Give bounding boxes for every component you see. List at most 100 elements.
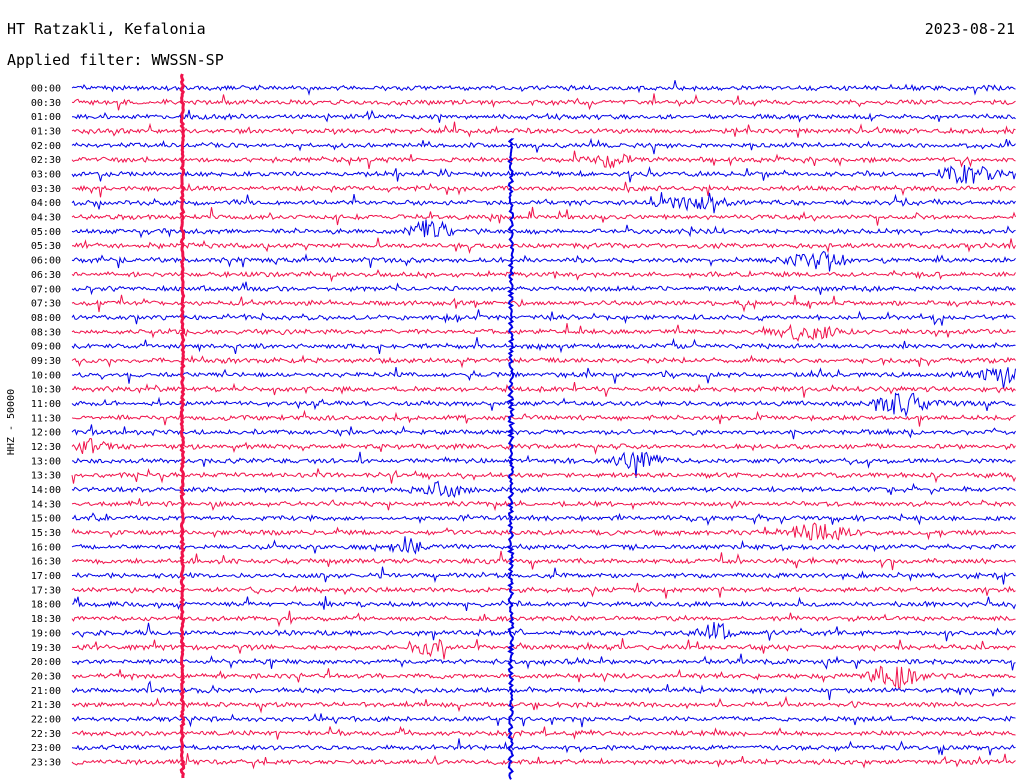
- trace-line: [71, 192, 1016, 214]
- row-label: 17:30: [31, 585, 61, 596]
- station-title: HT Ratzakli, Kefalonia: [7, 20, 206, 38]
- row-label: 01:00: [31, 112, 61, 123]
- trace-line: [71, 237, 1016, 254]
- row-label: 07:00: [31, 284, 61, 295]
- trace-line: [71, 181, 1016, 198]
- trace-line: [71, 522, 1016, 541]
- row-label: 17:00: [31, 571, 61, 582]
- trace-line: [71, 323, 1016, 342]
- trace-line: [71, 165, 1016, 185]
- trace-line: [71, 665, 1016, 689]
- y-axis-label: HHZ - 50000: [6, 389, 17, 455]
- vertical-trace: [506, 138, 516, 780]
- row-label: 20:30: [31, 671, 61, 682]
- trace-line: [71, 93, 1016, 111]
- trace-line: [71, 367, 1016, 389]
- trace-line: [71, 610, 1016, 628]
- trace-line: [71, 250, 1016, 272]
- row-label: 11:00: [31, 399, 61, 410]
- row-label: 13:30: [31, 471, 61, 482]
- row-labels-group: 00:00 00:30 01:00 01:30 02:00 02:30 03:00 03:30…: [31, 84, 61, 769]
- trace-line: [71, 150, 1016, 170]
- row-label: 05:30: [31, 241, 61, 252]
- row-label: 06:00: [31, 256, 61, 267]
- row-label: 03:00: [31, 170, 61, 181]
- row-label: 22:00: [31, 714, 61, 725]
- row-label: 14:00: [31, 485, 61, 496]
- row-label: 02:30: [31, 155, 61, 166]
- row-label: 13:00: [31, 456, 61, 467]
- row-label: 08:00: [31, 313, 61, 324]
- row-label: 09:00: [31, 342, 61, 353]
- trace-line: [71, 596, 1016, 612]
- row-label: 19:30: [31, 643, 61, 654]
- trace-line: [71, 738, 1016, 756]
- trace-line: [71, 294, 1016, 313]
- trace-line: [71, 695, 1016, 714]
- row-label: 15:00: [31, 514, 61, 525]
- trace-line: [72, 109, 1016, 123]
- trace-line: [71, 337, 1016, 355]
- trace-line: [71, 424, 1016, 440]
- trace-line: [71, 137, 1016, 155]
- row-label: 07:30: [31, 299, 61, 310]
- row-label: 04:30: [31, 213, 61, 224]
- trace-line: [71, 281, 1016, 296]
- row-label: 12:30: [31, 442, 61, 453]
- row-label: 05:00: [31, 227, 61, 238]
- trace-line: [71, 753, 1016, 770]
- trace-line: [71, 622, 1016, 642]
- row-label: 00:30: [31, 98, 61, 109]
- row-label: 08:30: [31, 327, 61, 338]
- vertical-trace: [179, 73, 186, 779]
- trace-line: [71, 80, 1016, 96]
- trace-line: [71, 268, 1016, 283]
- trace-line: [71, 392, 1016, 418]
- trace-line: [71, 409, 1016, 427]
- row-label: 10:00: [31, 370, 61, 381]
- trace-line: [71, 566, 1016, 585]
- row-label: 16:30: [31, 557, 61, 568]
- row-label: 15:30: [31, 528, 61, 539]
- row-label: 04:00: [31, 198, 61, 209]
- trace-line: [72, 550, 1016, 571]
- row-label: 06:30: [31, 270, 61, 281]
- row-label: 16:00: [31, 542, 61, 553]
- row-label: 19:00: [31, 628, 61, 639]
- trace-line: [71, 512, 1016, 527]
- row-label: 18:00: [31, 600, 61, 611]
- trace-line: [71, 712, 1016, 728]
- filter-label: Applied filter: WWSSN-SP: [7, 51, 224, 69]
- row-label: 11:30: [31, 413, 61, 424]
- trace-line: [71, 309, 1016, 326]
- trace-line: [71, 206, 1016, 226]
- trace-line: [71, 219, 1016, 239]
- row-label: 20:00: [31, 657, 61, 668]
- row-label: 18:30: [31, 614, 61, 625]
- trace-line: [71, 437, 1016, 455]
- trace-line: [71, 121, 1016, 138]
- trace-line: [71, 498, 1016, 512]
- row-label: 23:00: [31, 743, 61, 754]
- row-label: 23:30: [31, 757, 61, 768]
- trace-line: [71, 638, 1016, 660]
- trace-line: [71, 451, 1016, 479]
- trace-line: [71, 467, 1016, 484]
- trace-line: [71, 653, 1016, 671]
- row-label: 10:30: [31, 385, 61, 396]
- row-label: 02:00: [31, 141, 61, 152]
- trace-line: [71, 536, 1016, 555]
- date-label: 2023-08-21: [924, 20, 1015, 38]
- row-label: 21:30: [31, 700, 61, 711]
- row-label: 00:00: [31, 84, 61, 95]
- trace-line: [71, 680, 1016, 701]
- row-label: 01:30: [31, 127, 61, 138]
- trace-line: [71, 480, 1016, 498]
- row-label: 12:00: [31, 428, 61, 439]
- row-label: 14:30: [31, 499, 61, 510]
- row-label: 21:00: [31, 686, 61, 697]
- row-label: 22:30: [31, 729, 61, 740]
- row-label: 09:30: [31, 356, 61, 367]
- trace-line: [71, 725, 1016, 740]
